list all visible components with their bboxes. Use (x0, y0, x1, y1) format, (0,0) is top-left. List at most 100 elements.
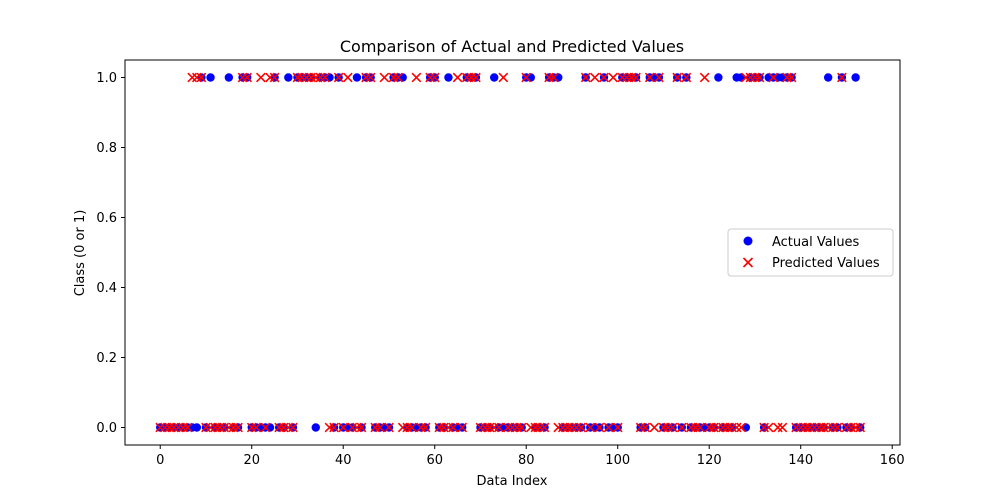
predicted-point (159, 422, 170, 433)
predicted-point (439, 422, 449, 433)
predicted-point (297, 72, 307, 83)
predicted-point (388, 72, 399, 83)
predicted-point (182, 422, 193, 433)
predicted-point (320, 72, 330, 83)
predicted-point (599, 72, 609, 83)
predicted-point (736, 422, 747, 433)
predicted-point (406, 422, 417, 433)
predicted-point (745, 72, 756, 83)
predicted-point (315, 72, 326, 83)
x-tick-label: 160 (880, 453, 905, 468)
predicted-point (429, 72, 440, 83)
actual-point (192, 423, 202, 432)
predicted-point (548, 72, 559, 83)
predicted-point (173, 422, 184, 433)
predicted-point (489, 422, 500, 433)
y-tick-label: 0.6 (96, 211, 117, 226)
predicted-point (512, 422, 522, 433)
predicted-point (750, 72, 760, 83)
predicted-point (539, 422, 550, 433)
predicted-point (832, 422, 843, 433)
actual-point (737, 73, 746, 82)
predicted-point (191, 72, 202, 83)
actual-point (398, 73, 407, 82)
predicted-point (342, 72, 353, 83)
predicted-point (361, 72, 371, 83)
predicted-point (786, 72, 797, 83)
predicted-point (846, 422, 856, 433)
predicted-point (274, 422, 285, 433)
x-tick-label: 0 (156, 453, 164, 468)
predicted-point (201, 422, 211, 433)
predicted-point (365, 72, 376, 83)
predicted-point (759, 422, 769, 433)
predicted-point (663, 422, 673, 433)
actual-point (206, 73, 215, 82)
predicted-point (393, 72, 403, 83)
predicted-point (818, 422, 829, 433)
predicted-point (772, 422, 783, 433)
predicted-point (640, 422, 651, 433)
actual-point (444, 73, 453, 82)
x-tick-label: 140 (788, 453, 813, 468)
predicted-point (480, 422, 490, 433)
predicted-point (205, 422, 216, 433)
predicted-point (754, 72, 765, 83)
x-tick-label: 100 (605, 453, 630, 468)
plot-area (124, 59, 901, 446)
predicted-point (292, 72, 303, 83)
axes-frame (124, 59, 901, 446)
predicted-point (594, 422, 605, 433)
predicted-point (667, 422, 678, 433)
legend-box (727, 228, 894, 277)
legend: Actual Values Predicted Values (727, 228, 894, 277)
predicted-point (283, 422, 294, 433)
actual-point (554, 73, 563, 82)
predicted-point (850, 422, 861, 433)
predicted-point (777, 422, 788, 433)
predicted-point (782, 72, 792, 83)
predicted-point (603, 422, 614, 433)
actual-point (741, 423, 751, 432)
predicted-point (310, 72, 321, 83)
predicted-point (718, 422, 728, 433)
predicted-point (644, 72, 655, 83)
actual-point (714, 73, 723, 82)
predicted-point (727, 422, 737, 433)
predicted-point (809, 422, 820, 433)
predicted-point (658, 422, 669, 433)
predicted-point (562, 422, 573, 433)
predicted-point (164, 422, 175, 433)
predicted-point (269, 72, 280, 83)
predicted-point (713, 422, 724, 433)
predicted-point (356, 422, 367, 433)
y-tick-label: 0.0 (96, 421, 117, 436)
predicted-point (631, 72, 641, 83)
x-tick-label: 40 (335, 453, 352, 468)
predicted-point (370, 422, 381, 433)
predicted-point (686, 422, 696, 433)
actual-point (325, 73, 334, 82)
predicted-point (384, 422, 394, 433)
predicted-point (416, 422, 426, 433)
predicted-point (699, 72, 710, 83)
actual-point (284, 73, 293, 82)
predicted-point (452, 72, 463, 83)
y-tick-label: 1.0 (96, 71, 117, 86)
predicted-point (471, 72, 481, 83)
predicted-point (187, 72, 198, 83)
legend-label-actual: Actual Values (772, 235, 860, 250)
predicted-point (237, 72, 248, 83)
predicted-point (676, 422, 687, 433)
predicted-point (617, 72, 628, 83)
predicted-point (690, 422, 701, 433)
predicted-point (265, 72, 275, 83)
predicted-point (722, 422, 733, 433)
predicted-point (608, 72, 619, 83)
predicted-point (823, 422, 834, 433)
predicted-point (425, 72, 436, 83)
predicted-point (288, 422, 298, 433)
predicted-point (223, 422, 234, 433)
